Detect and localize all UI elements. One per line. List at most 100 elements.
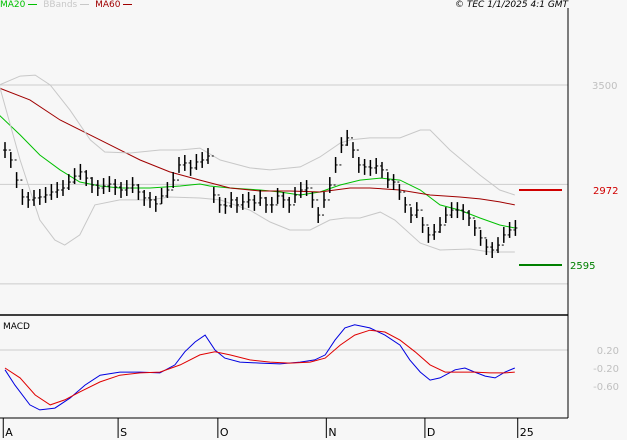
macd-label: MACD [3,322,30,332]
price-bar [333,156,338,186]
price-bar [264,196,268,213]
price-bar [217,194,222,213]
price-bar [455,202,460,219]
price-bar [240,193,245,210]
x-axis: A S O N D 25 [2,418,534,439]
price-bar [426,224,431,243]
price-bar [269,196,274,213]
price-bar [304,180,309,196]
price-bar [107,176,112,192]
price-bar [478,227,483,246]
macd-panel [4,324,515,411]
price-bar [252,194,257,211]
macd-tick-label: 0.20 [597,346,619,357]
price-bar [130,177,135,193]
legend: MA20 BBands MA60 [0,0,138,10]
price-bar [275,188,280,206]
price-bar [26,191,31,208]
price-bar [200,152,205,168]
price-bar [194,154,199,170]
price-bar [101,178,106,194]
price-bar [380,161,384,178]
price-bar [20,179,25,205]
price-bar [356,149,361,173]
price-bar [188,159,193,176]
price-panel: 2972 2595 [0,74,618,272]
price-bar [293,187,297,206]
price-bar [55,182,60,198]
series-bbands-upper [0,74,515,196]
legend-item-ma60: MA60 [95,0,133,10]
price-bar [61,180,65,196]
price-bar [490,242,495,258]
price-bar [14,159,19,189]
price-bar [258,190,263,206]
series-signal [4,329,515,406]
x-tick-label: N [328,426,336,439]
price-bar [496,237,500,254]
price-bar [414,202,419,219]
price-bar [3,142,7,158]
price-bar [90,177,94,193]
price-bar [165,182,170,198]
price-bar [420,209,425,233]
price-bar [339,137,344,166]
legend-swatch [123,4,133,5]
price-bar [124,180,129,196]
price-bar [443,207,448,226]
price-bar [66,174,71,190]
price-bar [467,210,471,226]
price-bar [84,170,89,187]
price-bar [95,180,100,196]
price-bar [507,222,512,238]
price-bar [501,226,506,246]
price-bar [322,191,326,216]
level-label-2595: 2595 [570,261,595,272]
price-bar [142,190,147,206]
legend-swatch [28,4,38,5]
copyright-text: © TEC 1/1/2025 4:1 GMT [455,0,569,10]
price-bar [351,137,355,158]
series-ma60 [0,87,515,206]
macd-tick-label: -0.60 [593,382,619,393]
price-bar [472,217,477,236]
x-tick-label: 25 [520,426,534,439]
price-bar [43,187,48,203]
price-bar [32,190,36,206]
level-label-2972: 2972 [593,186,618,197]
price-bar [235,196,239,213]
price-bar [49,184,54,200]
price-bar [171,172,176,191]
legend-item-ma20: MA20 [0,0,38,10]
x-tick-label: D [427,426,435,439]
price-bar [223,197,228,214]
price-bar [316,199,321,224]
legend-item-bbands: BBands [43,0,90,10]
price-bar [368,159,373,176]
price-bar [148,191,152,208]
series-bbands-lower [0,86,515,253]
price-bar [119,182,123,198]
price-bar [206,148,210,164]
price-bar [287,196,292,213]
price-bar [449,202,454,219]
price-bar [374,157,379,174]
price-bar [72,168,77,185]
price-bar [177,156,181,181]
price-bar [362,158,367,175]
price-bar [8,149,13,168]
price-bar [182,155,187,171]
price-bar [281,191,286,208]
price-bar [78,163,83,180]
x-tick-label: A [5,426,13,439]
price-bar [298,182,303,198]
price-bar [391,174,396,190]
price-bar [385,169,390,189]
x-tick-label: S [120,426,127,439]
legend-swatch [80,4,90,5]
price-bar [327,177,332,201]
price-bar [403,191,408,213]
price-bar [136,184,141,200]
